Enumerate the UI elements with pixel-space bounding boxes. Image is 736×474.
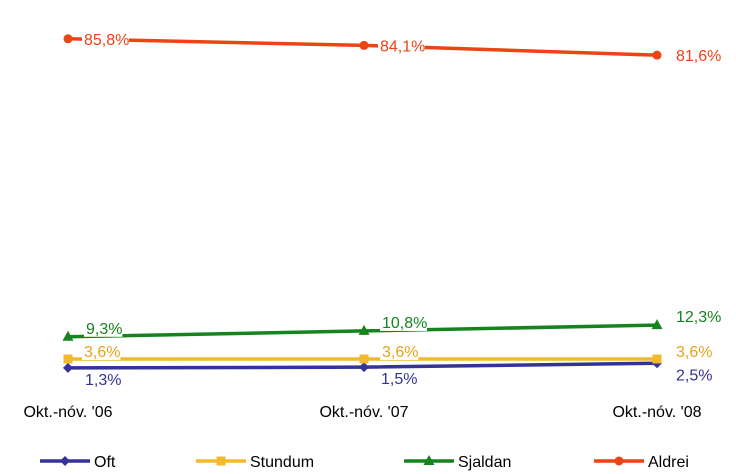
data-label-background [674, 366, 713, 384]
point-aldrei [359, 40, 369, 50]
data-labels: 1,3% 1,5% 2,5% 3,6% 3,6% 3,6% 9,3% 10,8% 12,3% 85… [82, 30, 721, 389]
data-label-background [84, 319, 123, 337]
x-tick-label: Okt.-nóv. '07 [319, 404, 408, 421]
x-tick-label: Okt.-nóv. '06 [23, 404, 112, 421]
data-label-background [82, 342, 121, 360]
data-label-background [674, 342, 713, 360]
data-label-background [83, 370, 122, 388]
data-label-stundum: 3,6% [84, 344, 120, 361]
point-sjaldan [62, 330, 74, 341]
legend-label-oft: Oft [94, 454, 116, 471]
data-label-aldrei: 81,6% [676, 48, 721, 65]
point-sjaldan [651, 319, 663, 330]
data-label-sjaldan: 12,3% [676, 309, 721, 326]
point-aldrei [652, 50, 662, 60]
point-oft [359, 362, 369, 373]
data-label-stundum: 3,6% [676, 344, 712, 361]
legend-marker-oft [60, 456, 70, 466]
series-lines [67, 37, 658, 370]
data-label-aldrei: 85,8% [84, 32, 129, 49]
data-label-oft: 2,5% [676, 367, 712, 384]
legend-marker-aldrei [614, 456, 624, 466]
point-stundum [652, 354, 662, 364]
data-label-background [674, 308, 721, 326]
data-label-background [82, 30, 129, 48]
legend-label-sjaldan: Sjaldan [458, 454, 511, 471]
legend: Oft Stundum Sjaldan Aldrei [40, 454, 689, 471]
x-axis: Okt.-nóv. '06 Okt.-nóv. '07 Okt.-nóv. '08 [23, 404, 701, 421]
point-sjaldan [358, 324, 370, 335]
data-label-aldrei: 84,1% [380, 38, 425, 55]
legend-label-stundum: Stundum [250, 454, 314, 471]
data-label-background [378, 37, 425, 55]
legend-marker-stundum [216, 456, 226, 466]
point-oft [63, 362, 73, 373]
x-tick-label: Okt.-nóv. '08 [612, 404, 701, 421]
legend-label-aldrei: Aldrei [648, 454, 689, 471]
point-aldrei [63, 34, 73, 44]
series-markers [62, 34, 663, 373]
data-label-sjaldan: 10,8% [382, 315, 427, 332]
data-label-background [380, 313, 427, 331]
data-label-oft: 1,5% [381, 371, 417, 388]
data-label-oft: 1,3% [85, 372, 121, 389]
data-label-background [674, 47, 721, 65]
legend-marker-sjaldan [423, 455, 435, 465]
point-stundum [63, 354, 73, 364]
data-label-sjaldan: 9,3% [86, 321, 122, 338]
point-stundum [359, 354, 369, 364]
data-label-background [380, 342, 419, 360]
data-label-background [379, 370, 418, 388]
data-label-stundum: 3,6% [382, 344, 418, 361]
